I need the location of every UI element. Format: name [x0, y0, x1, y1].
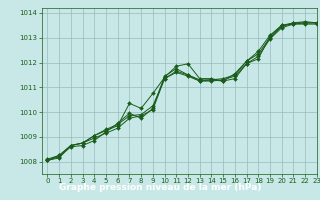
Text: Graphe pression niveau de la mer (hPa): Graphe pression niveau de la mer (hPa): [59, 184, 261, 192]
